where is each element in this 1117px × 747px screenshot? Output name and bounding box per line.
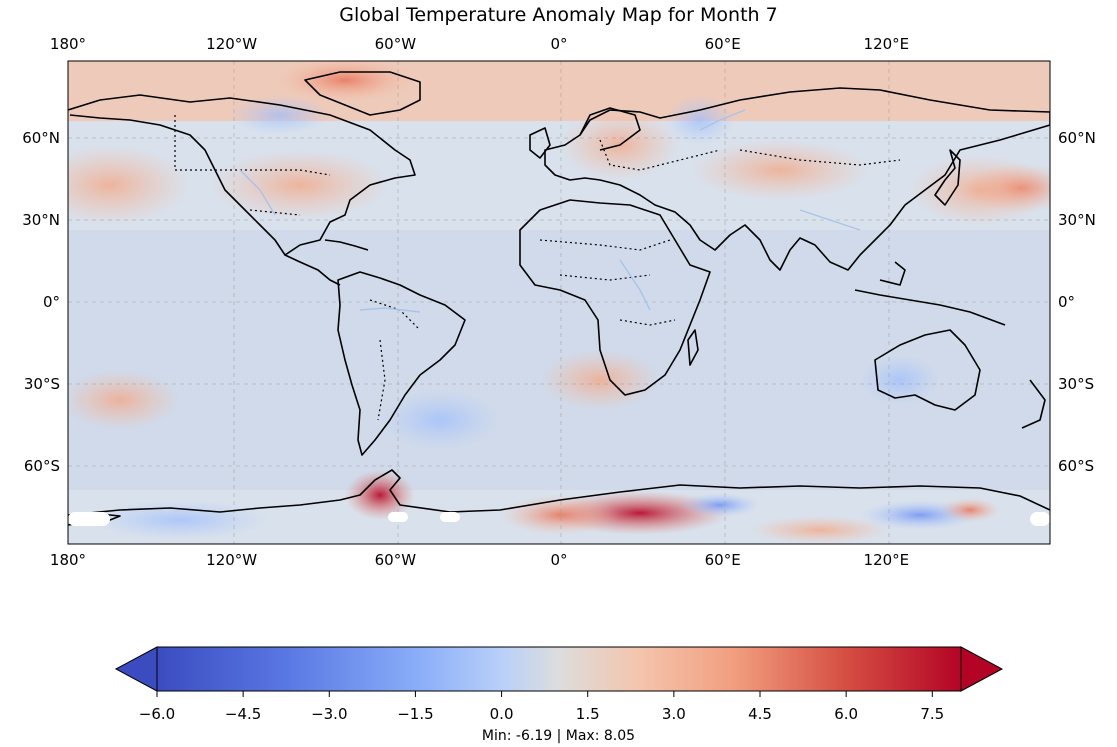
coastline-africa xyxy=(519,199,711,396)
map-title: Global Temperature Anomaly Map for Month… xyxy=(339,4,778,26)
lat-tick-right-1: 30°N xyxy=(1058,211,1096,229)
coastline-eurasia xyxy=(544,87,1050,271)
lon-tick-top-2: 60°W xyxy=(374,35,417,53)
colorbar-tick-label-5: 1.5 xyxy=(575,705,600,723)
colorbar-extend-high xyxy=(960,646,1004,692)
anomaly-map xyxy=(67,60,1051,545)
colorbar-tick-label-2: −3.0 xyxy=(311,705,348,723)
colorbar-tick-label-1: −4.5 xyxy=(224,705,262,723)
lat-tick-left-0: 60°N xyxy=(22,129,60,147)
gridlines xyxy=(68,61,1050,544)
lon-tick-top-0: 180° xyxy=(49,35,87,53)
lat-tick-left-3: 30°S xyxy=(23,375,60,393)
lon-tick-top-1: 120°W xyxy=(206,35,258,53)
lat-tick-right-2: 0° xyxy=(1058,293,1076,311)
lat-tick-right-3: 30°S xyxy=(1058,375,1095,393)
coastlines xyxy=(68,71,1050,526)
coastline-australia xyxy=(874,329,981,411)
coastline-north-america xyxy=(68,94,416,256)
coastline-antarctica xyxy=(68,469,1050,516)
lon-tick-top-5: 120°E xyxy=(863,35,910,53)
lon-tick-bottom-3: 0° xyxy=(550,551,568,569)
lon-tick-bottom-0: 180° xyxy=(49,551,87,569)
colorbar-tick-label-0: −6.0 xyxy=(138,705,176,723)
colorbar-tick-label-4: 0.0 xyxy=(489,705,514,723)
rivers xyxy=(239,109,861,313)
lat-tick-right-4: 60°S xyxy=(1058,457,1095,475)
map-frame xyxy=(67,60,1051,545)
country-borders xyxy=(174,115,901,421)
missing-data xyxy=(68,512,1050,526)
lat-tick-left-2: 0° xyxy=(42,293,60,311)
lon-tick-bottom-1: 120°W xyxy=(206,551,258,569)
colorbar-body xyxy=(156,646,962,692)
colorbar-tick-label-7: 4.5 xyxy=(748,705,772,723)
lat-tick-left-1: 30°N xyxy=(22,211,60,229)
colorbar-tick-label-9: 7.5 xyxy=(920,705,945,723)
colorbar-tick-label-6: 3.0 xyxy=(661,705,686,723)
coastline-greenland xyxy=(304,71,421,116)
lon-tick-top-4: 60°E xyxy=(704,35,741,53)
lon-tick-bottom-5: 120°E xyxy=(863,551,910,569)
colorbar-tick-label-8: 6.0 xyxy=(834,705,859,723)
min-max-stats: Min: -6.19 | Max: 8.05 xyxy=(481,728,636,744)
coastline-south-america xyxy=(337,271,466,456)
lat-tick-right-0: 60°N xyxy=(1058,129,1096,147)
colorbar-extend-low xyxy=(114,646,158,692)
lon-tick-top-3: 0° xyxy=(550,35,568,53)
lat-tick-left-4: 60°S xyxy=(23,457,60,475)
colorbar-tick-label-3: −1.5 xyxy=(397,705,434,723)
lon-tick-bottom-2: 60°W xyxy=(374,551,417,569)
lon-tick-bottom-4: 60°E xyxy=(704,551,741,569)
